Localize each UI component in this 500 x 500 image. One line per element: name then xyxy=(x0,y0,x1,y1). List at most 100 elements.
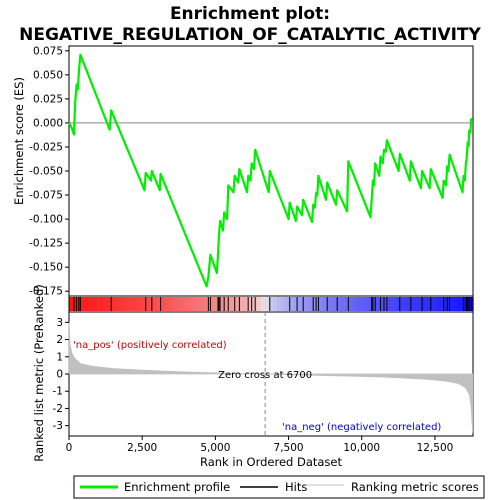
color-bar-segment xyxy=(153,297,158,311)
color-bar-segment xyxy=(285,297,290,311)
color-bar-segment xyxy=(417,297,422,311)
metric-y-axis-label: Ranked list metric (PreRanked) xyxy=(32,284,46,462)
color-bar-segment xyxy=(345,297,350,311)
color-bar-segment xyxy=(377,297,382,311)
color-bar-segment xyxy=(393,297,398,311)
color-bar-segment xyxy=(133,297,138,311)
color-bar-segment xyxy=(425,297,430,311)
legend: Enrichment profile Hits Ranking metric s… xyxy=(73,475,485,499)
ranking-metric-fill xyxy=(68,322,474,433)
es-y-tick-label: -0.050 xyxy=(29,166,63,178)
legend-metric-label: Ranking metric scores xyxy=(351,480,479,494)
color-bar-segment xyxy=(165,297,170,311)
ranking-metric-area xyxy=(68,322,474,433)
x-tick-label: 2,500 xyxy=(127,442,157,454)
es-y-tick-label: -0.150 xyxy=(29,262,63,274)
x-tick-label: 5,000 xyxy=(200,442,230,454)
color-bar-segment xyxy=(209,297,214,311)
negative-correlation-label: 'na_neg' (negatively correlated) xyxy=(282,422,441,433)
es-y-tick-label: 0.075 xyxy=(33,45,63,57)
color-bar-segment xyxy=(329,297,334,311)
color-bar-segment xyxy=(297,297,302,311)
color-bar-segment xyxy=(81,297,86,311)
color-bar-segment xyxy=(129,297,134,311)
color-bar-segment xyxy=(181,297,186,311)
color-bar-segment xyxy=(261,297,266,311)
chart-title-line-2: NEGATIVE_REGULATION_OF_CATALYTIC_ACTIVIT… xyxy=(19,25,481,45)
color-bar-segment xyxy=(205,297,210,311)
color-bar-segment xyxy=(337,297,342,311)
color-bar-segment xyxy=(405,297,410,311)
color-bar-segment xyxy=(145,297,150,311)
color-bar-segment xyxy=(453,297,458,311)
color-bar-segment xyxy=(213,297,218,311)
color-bar-segment xyxy=(69,297,74,311)
color-bar-segment xyxy=(265,297,270,311)
hits-panel xyxy=(68,295,474,313)
color-bar-segment xyxy=(189,297,194,311)
color-bar-segment xyxy=(381,297,386,311)
legend-hits-label: Hits xyxy=(285,480,307,494)
color-bar-segment xyxy=(365,297,370,311)
legend-enrichment-label: Enrichment profile xyxy=(124,480,230,494)
metric-y-tick-label: 2 xyxy=(56,334,63,346)
color-bar-segment xyxy=(161,297,166,311)
color-bar-segment xyxy=(93,297,98,311)
color-bar-segment xyxy=(197,297,202,311)
color-bar-segment xyxy=(313,297,318,311)
es-panel-frame xyxy=(68,45,474,297)
es-y-tick-label: 0.025 xyxy=(33,93,63,105)
color-bar-segment xyxy=(157,297,162,311)
color-bar-segment xyxy=(389,297,394,311)
color-bar-segment xyxy=(193,297,198,311)
metric-y-tick-label: -2 xyxy=(53,403,63,415)
color-bar-segment xyxy=(437,297,442,311)
color-bar-segment xyxy=(281,297,286,311)
x-tick-label: 0 xyxy=(66,442,73,454)
color-bar-segment xyxy=(397,297,402,311)
color-bar-segment xyxy=(269,297,274,311)
zero-cross-annotation: Zero cross at 6700 xyxy=(218,370,312,381)
color-bar-segment xyxy=(277,297,282,311)
color-bar-segment xyxy=(137,297,142,311)
color-bar-segment xyxy=(449,297,454,311)
color-bar-segment xyxy=(85,297,90,311)
color-bar-segment xyxy=(333,297,338,311)
es-panel: 0.075 0.050 0.025 0.000 -0.025 -0.050 -0.075 -0… xyxy=(12,45,474,298)
color-bar-segment xyxy=(169,297,174,311)
metric-y-tick-label: -3 xyxy=(53,420,63,432)
color-bar-segment xyxy=(245,297,250,311)
es-y-tick-label: -0.075 xyxy=(29,190,63,202)
color-bar-segment xyxy=(221,297,226,311)
color-bar-segment xyxy=(361,297,366,311)
legend-frame xyxy=(73,475,485,499)
color-bar-segment xyxy=(89,297,94,311)
es-y-tick-label: -0.025 xyxy=(29,141,63,153)
color-bar-segment xyxy=(401,297,406,311)
color-bar-segment xyxy=(321,297,326,311)
color-bar-segment xyxy=(309,297,314,311)
color-bar-segment xyxy=(341,297,346,311)
color-bar-segment xyxy=(177,297,182,311)
color-bar-segment xyxy=(413,297,418,311)
color-bar-segment xyxy=(457,297,462,311)
rank-color-bar xyxy=(69,297,474,311)
color-bar-segment xyxy=(353,297,358,311)
color-bar-segment xyxy=(433,297,438,311)
color-bar-segment xyxy=(185,297,190,311)
metric-panel: 3 2 1 0 -1 -2 -3 Zero cross at 6700 'na_pos' (… xyxy=(32,284,474,462)
color-bar-segment xyxy=(73,297,78,311)
metric-y-tick-label: 1 xyxy=(56,351,63,363)
positive-correlation-label: 'na_pos' (positively correlated) xyxy=(73,340,227,351)
color-bar-segment xyxy=(305,297,310,311)
color-bar-segment xyxy=(317,297,322,311)
color-bar-segment xyxy=(257,297,262,311)
es-curve-group xyxy=(68,53,474,288)
color-bar-segment xyxy=(229,297,234,311)
metric-y-ticks: 3 2 1 0 -1 -2 -3 xyxy=(53,317,69,432)
color-bar-segment xyxy=(225,297,230,311)
es-y-axis-label: Enrichment score (ES) xyxy=(12,77,26,205)
color-bar-segment xyxy=(201,297,206,311)
color-bar-segment xyxy=(241,297,246,311)
